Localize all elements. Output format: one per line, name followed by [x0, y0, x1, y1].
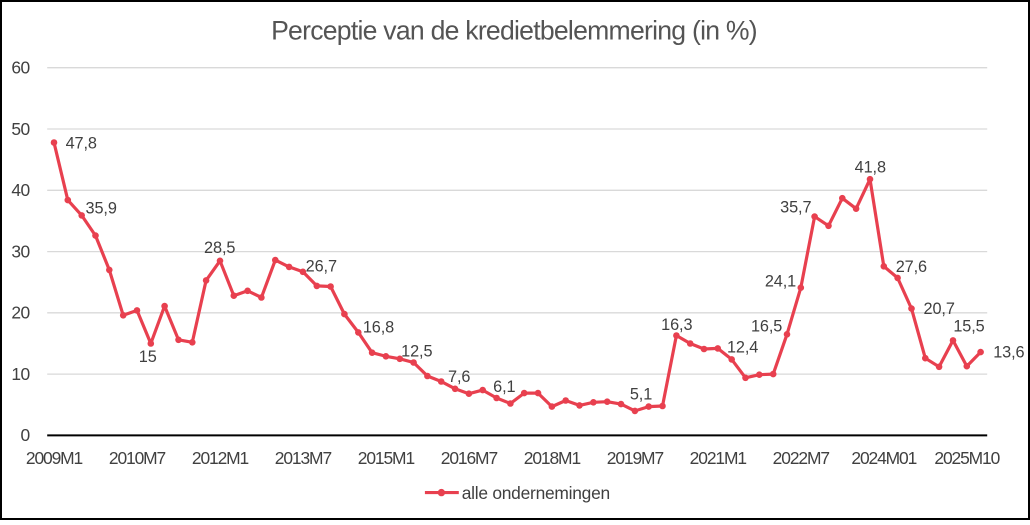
svg-text:40: 40 [11, 180, 29, 200]
svg-text:2016M7: 2016M7 [441, 448, 498, 468]
svg-text:alle ondernemingen: alle ondernemingen [462, 483, 610, 503]
svg-text:16,3: 16,3 [661, 316, 692, 334]
svg-text:7,6: 7,6 [448, 368, 470, 386]
svg-text:Perceptie van de kredietbelemm: Perceptie van de kredietbelemmering (in … [271, 16, 757, 46]
svg-text:2009M1: 2009M1 [26, 448, 83, 468]
svg-text:20: 20 [11, 303, 29, 323]
svg-text:2012M1: 2012M1 [192, 448, 249, 468]
svg-text:16,8: 16,8 [363, 319, 394, 337]
svg-text:2024M01: 2024M01 [851, 448, 916, 468]
svg-text:24,1: 24,1 [765, 273, 796, 291]
svg-text:20,7: 20,7 [924, 300, 955, 318]
svg-text:12,4: 12,4 [727, 339, 758, 357]
svg-text:2010M7: 2010M7 [109, 448, 166, 468]
svg-text:2018M1: 2018M1 [524, 448, 581, 468]
svg-text:26,7: 26,7 [306, 257, 337, 275]
svg-text:27,6: 27,6 [896, 258, 927, 276]
svg-text:13,6: 13,6 [993, 344, 1024, 362]
svg-text:47,8: 47,8 [66, 135, 97, 153]
svg-text:35,7: 35,7 [780, 199, 811, 217]
svg-text:2013M7: 2013M7 [275, 448, 332, 468]
svg-text:10: 10 [11, 364, 29, 384]
svg-text:50: 50 [11, 119, 29, 139]
svg-text:28,5: 28,5 [204, 239, 235, 257]
svg-text:2021M1: 2021M1 [690, 448, 747, 468]
svg-text:15: 15 [139, 348, 157, 366]
svg-text:41,8: 41,8 [855, 159, 886, 177]
svg-text:2022M7: 2022M7 [773, 448, 830, 468]
svg-text:6,1: 6,1 [493, 378, 515, 396]
svg-text:0: 0 [21, 425, 30, 445]
svg-text:5,1: 5,1 [630, 386, 652, 404]
svg-text:12,5: 12,5 [401, 343, 432, 361]
svg-text:35,9: 35,9 [86, 199, 117, 217]
svg-text:2025M10: 2025M10 [934, 448, 999, 468]
svg-text:60: 60 [11, 58, 29, 78]
svg-text:2019M7: 2019M7 [607, 448, 664, 468]
svg-text:15,5: 15,5 [953, 317, 984, 335]
svg-text:16,5: 16,5 [751, 318, 782, 336]
svg-text:2015M1: 2015M1 [358, 448, 415, 468]
svg-text:30: 30 [11, 241, 29, 261]
